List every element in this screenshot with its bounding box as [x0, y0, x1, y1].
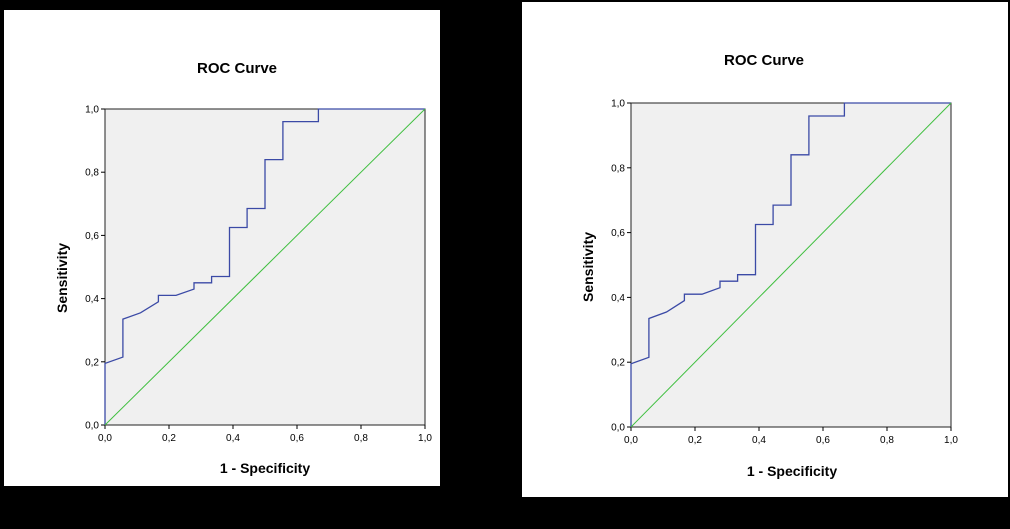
y-tick-label: 0,6 [85, 231, 99, 242]
x-tick-label: 0,8 [354, 433, 368, 444]
y-axis-label: Sensitivity [580, 232, 596, 302]
x-tick-label: 0,6 [290, 433, 304, 444]
x-tick-label: 0,0 [98, 433, 112, 444]
y-tick-label: 0,4 [85, 294, 99, 305]
x-tick-label: 1,0 [418, 433, 432, 444]
y-tick-label: 0,2 [611, 358, 625, 369]
x-axis-label: 1 - Specificity [220, 460, 310, 476]
x-axis-label: 1 - Specificity [747, 463, 837, 479]
y-tick-label: 0,4 [611, 293, 625, 304]
y-tick-label: 0,2 [85, 357, 99, 368]
y-tick-label: 0,0 [611, 423, 625, 434]
chart-panel-left: ROC Curve 1 - Specificity Sensitivity 0,… [4, 10, 440, 486]
x-tick-label: 0,4 [752, 435, 766, 446]
y-tick-label: 1,0 [85, 105, 99, 116]
x-tick-label: 0,6 [816, 435, 830, 446]
y-tick-label: 0,6 [611, 228, 625, 239]
x-tick-label: 0,2 [162, 433, 176, 444]
y-tick-label: 0,8 [85, 168, 99, 179]
roc-curve-line [104, 108, 425, 425]
reference-diagonal-line [630, 102, 952, 428]
x-tick-label: 0,4 [226, 433, 240, 444]
chart-title: ROC Curve [724, 52, 804, 69]
chart-panel-right: ROC Curve 1 - Specificity Sensitivity 0,… [522, 2, 1008, 497]
roc-chart-right: ROC Curve 1 - Specificity Sensitivity 0,… [580, 52, 958, 479]
x-tick-label: 0,0 [624, 435, 638, 446]
roc-curve-line [630, 102, 951, 427]
y-axis-label: Sensitivity [54, 243, 70, 313]
x-tick-label: 1,0 [944, 435, 958, 446]
y-tick-label: 1,0 [611, 99, 625, 110]
chart-title: ROC Curve [197, 60, 277, 77]
x-tick-label: 0,2 [688, 435, 702, 446]
y-tick-label: 0,8 [611, 163, 625, 174]
x-tick-label: 0,8 [880, 435, 894, 446]
y-tick-label: 0,0 [85, 421, 99, 432]
reference-diagonal-line [104, 108, 426, 426]
roc-chart-left: ROC Curve 1 - Specificity Sensitivity 0,… [54, 60, 432, 476]
